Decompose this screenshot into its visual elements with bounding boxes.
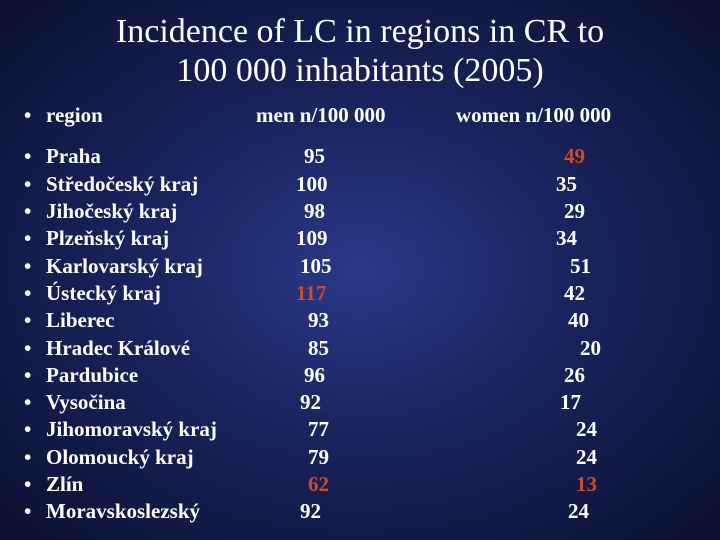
cell-men: 100 <box>256 171 496 198</box>
cell-women: 42 <box>496 280 696 307</box>
cell-women: 24 <box>508 416 696 443</box>
header-men: men n/100 000 <box>256 102 456 129</box>
cell-men: 92 <box>256 498 500 525</box>
table-row: •Vysočina9217 <box>24 389 696 416</box>
cell-men: 79 <box>256 444 508 471</box>
cell-region: Olomoucký kraj <box>46 444 256 471</box>
cell-region: Jihomoravský kraj <box>46 416 256 443</box>
bullet-icon: • <box>24 416 46 443</box>
bullet-icon: • <box>24 253 46 280</box>
cell-region: Praha <box>46 143 256 170</box>
table-row: •Plzeňský kraj10934 <box>24 225 696 252</box>
table-row: •Hradec Králové8520 <box>24 335 696 362</box>
cell-men: 77 <box>256 416 508 443</box>
table-row: •Pardubice9626 <box>24 362 696 389</box>
cell-men: 95 <box>256 143 504 170</box>
cell-men: 85 <box>256 335 508 362</box>
table-header-row: • region men n/100 000 women n/100 000 <box>24 102 696 129</box>
cell-region: Hradec Králové <box>46 335 256 362</box>
bullet-icon: • <box>24 471 46 498</box>
cell-women: 13 <box>508 471 696 498</box>
table-row: •Ústecký kraj11742 <box>24 280 696 307</box>
cell-men: 105 <box>256 253 500 280</box>
bullet-icon: • <box>24 198 46 225</box>
cell-region: Zlín <box>46 471 256 498</box>
table-row: • Zlín6213 <box>24 471 696 498</box>
cell-women: 24 <box>500 498 696 525</box>
cell-women: 40 <box>508 307 696 334</box>
cell-women: 17 <box>500 389 696 416</box>
cell-men: 109 <box>256 225 496 252</box>
bullet-icon: • <box>24 389 46 416</box>
cell-women: 24 <box>508 444 696 471</box>
cell-women: 29 <box>504 198 696 225</box>
table-body: •Praha9549•Středočeský kraj10035•Jihočes… <box>24 143 696 525</box>
cell-region: Ústecký kraj <box>46 280 256 307</box>
bullet-icon: • <box>24 102 46 129</box>
cell-women: 20 <box>508 335 696 362</box>
cell-region: Liberec <box>46 307 256 334</box>
cell-region: Vysočina <box>46 389 256 416</box>
cell-region: Pardubice <box>46 362 256 389</box>
table-row: •Olomoucký kraj7924 <box>24 444 696 471</box>
table-row: •Jihomoravský kraj7724 <box>24 416 696 443</box>
cell-women: 35 <box>496 171 696 198</box>
table-row: •Praha9549 <box>24 143 696 170</box>
cell-men: 93 <box>256 307 508 334</box>
cell-men: 96 <box>256 362 504 389</box>
cell-men: 92 <box>256 389 500 416</box>
cell-women: 51 <box>500 253 696 280</box>
bullet-icon: • <box>24 362 46 389</box>
cell-region: Jihočeský kraj <box>46 198 256 225</box>
table-row: • Moravskoslezský9224 <box>24 498 696 525</box>
cell-region: Plzeňský kraj <box>46 225 256 252</box>
bullet-icon: • <box>24 280 46 307</box>
cell-region: Středočeský kraj <box>46 171 256 198</box>
cell-men: 117 <box>256 280 496 307</box>
header-women: women n/100 000 <box>456 102 696 129</box>
header-region: region <box>46 102 256 129</box>
cell-men: 62 <box>256 471 508 498</box>
bullet-icon: • <box>24 307 46 334</box>
bullet-icon: • <box>24 335 46 362</box>
table-row: •Středočeský kraj10035 <box>24 171 696 198</box>
bullet-icon: • <box>24 225 46 252</box>
cell-women: 34 <box>496 225 696 252</box>
bullet-icon: • <box>24 498 46 525</box>
bullet-icon: • <box>24 171 46 198</box>
bullet-icon: • <box>24 143 46 170</box>
cell-region: Moravskoslezský <box>46 498 256 525</box>
table-row: •Karlovarský kraj10551 <box>24 253 696 280</box>
bullet-icon: • <box>24 444 46 471</box>
slide: Incidence of LC in regions in CR to 100 … <box>0 0 720 540</box>
table-row: •Jihočeský kraj9829 <box>24 198 696 225</box>
title-line-1: Incidence of LC in regions in CR to <box>116 13 604 50</box>
title-line-2: 100 000 inhabitants (2005) <box>176 52 543 89</box>
cell-men: 98 <box>256 198 504 225</box>
cell-women: 26 <box>504 362 696 389</box>
cell-women: 49 <box>504 143 696 170</box>
cell-region: Karlovarský kraj <box>46 253 256 280</box>
table-row: •Liberec9340 <box>24 307 696 334</box>
slide-title: Incidence of LC in regions in CR to 100 … <box>24 12 696 90</box>
